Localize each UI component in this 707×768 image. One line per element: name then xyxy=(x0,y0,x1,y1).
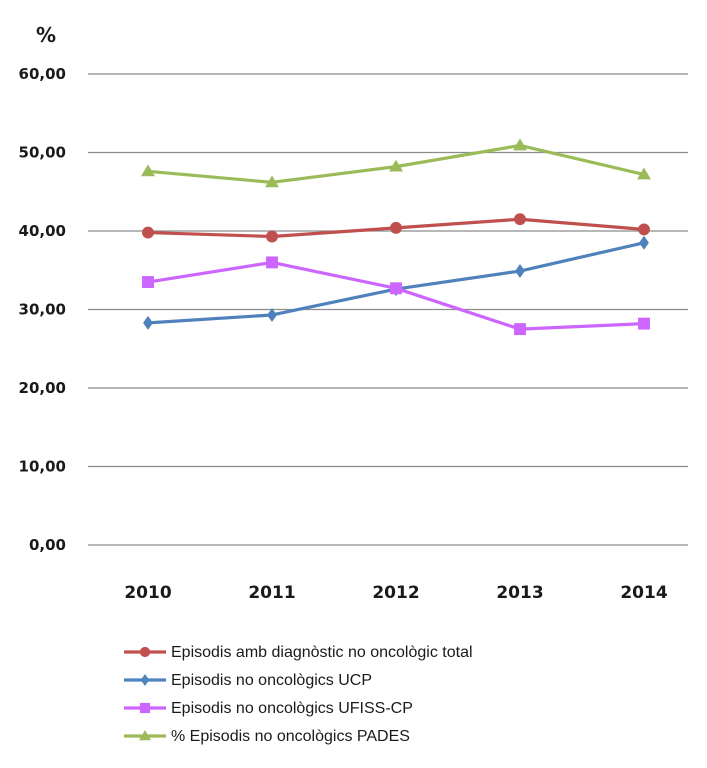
legend-marker xyxy=(139,730,151,741)
data-series xyxy=(141,138,651,336)
y-tick-label: 30,00 xyxy=(19,301,66,319)
data-point xyxy=(266,230,278,243)
data-point xyxy=(637,167,651,180)
legend-entry: % Episodis no oncològics PADES xyxy=(124,728,410,745)
data-point xyxy=(142,226,154,239)
data-point xyxy=(639,235,649,250)
y-tick-label: 60,00 xyxy=(19,65,66,83)
legend: Episodis amb diagnòstic no oncològic tot… xyxy=(124,644,473,745)
gridlines xyxy=(88,73,688,546)
data-point xyxy=(266,256,278,269)
data-point xyxy=(389,159,403,172)
x-tick-label: 2011 xyxy=(248,583,295,603)
x-tick-label: 2014 xyxy=(620,583,667,603)
legend-marker xyxy=(140,674,150,686)
data-point xyxy=(390,282,402,295)
data-point xyxy=(514,323,526,336)
data-point xyxy=(142,276,154,288)
legend-entry: Episodis no oncològics UCP xyxy=(124,672,372,689)
y-axis-tick-labels: 0,00 10,00 20,00 30,00 40,00 50,00 60,00 xyxy=(19,65,66,554)
y-tick-label: 50,00 xyxy=(19,144,66,162)
legend-label: Episodis no oncològics UFISS-CP xyxy=(171,700,413,717)
series-3 xyxy=(142,256,650,336)
legend-label: % Episodis no oncològics PADES xyxy=(171,728,410,745)
y-tick-label: 20,00 xyxy=(19,379,66,397)
data-point xyxy=(143,315,153,330)
legend-marker xyxy=(139,702,151,714)
data-point xyxy=(515,264,525,279)
legend-entry: Episodis no oncològics UFISS-CP xyxy=(124,700,413,717)
y-tick-label: 40,00 xyxy=(19,222,66,240)
x-tick-label: 2012 xyxy=(372,583,419,603)
data-point xyxy=(141,164,155,177)
data-point xyxy=(638,317,650,330)
y-tick-label: 0,00 xyxy=(29,536,66,554)
data-point xyxy=(267,307,277,322)
series-4 xyxy=(141,138,651,188)
x-axis-tick-labels: 2010 2011 2012 2013 2014 xyxy=(124,583,667,603)
x-tick-label: 2010 xyxy=(124,583,171,603)
y-axis-unit-label: % xyxy=(36,23,56,47)
data-point xyxy=(513,138,527,151)
legend-label: Episodis amb diagnòstic no oncològic tot… xyxy=(171,644,473,661)
legend-marker xyxy=(139,646,151,658)
y-tick-label: 10,00 xyxy=(19,458,66,476)
x-tick-label: 2013 xyxy=(496,583,543,603)
legend-entry: Episodis amb diagnòstic no oncològic tot… xyxy=(124,644,473,661)
series-1 xyxy=(142,213,650,243)
data-point xyxy=(390,221,402,234)
data-point xyxy=(265,175,279,188)
data-point xyxy=(638,223,650,236)
data-point xyxy=(514,213,526,226)
legend-label: Episodis no oncològics UCP xyxy=(171,672,372,689)
